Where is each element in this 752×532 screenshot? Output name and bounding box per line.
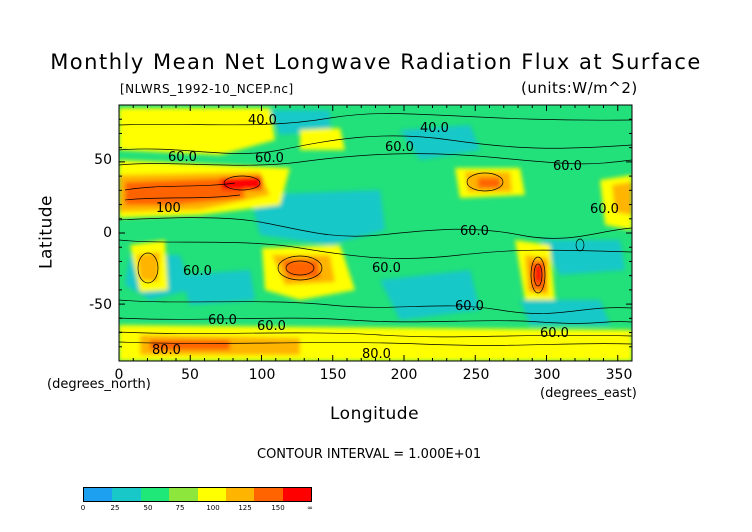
map-field [119,105,632,361]
contour-label: 60.0 [208,313,237,328]
legend-tick-label: ∞ [307,504,313,512]
x-tick-label: 150 [319,367,347,383]
contour-interval-note: CONTOUR INTERVAL = 1.000E+01 [257,447,482,462]
legend-swatch [84,488,113,501]
legend-tick-label: 25 [110,504,120,512]
contour-label: 100 [156,201,181,216]
legend-swatch [112,488,141,501]
y-tick-label: 50 [94,152,112,168]
contour-label: 60.0 [590,202,619,217]
legend-tick-label: 125 [238,504,252,512]
legend-tick-label: 50 [143,504,153,512]
y-tick-label: 0 [103,225,112,241]
chart-units: (units:W/m^2) [521,79,638,97]
contour-label: 60.0 [553,159,582,174]
chart-subtitle: [NLWRS_1992-10_NCEP.nc] [120,82,294,96]
contour-label: 60.0 [372,261,401,276]
legend-swatch [225,488,255,501]
x-axis-label: Longitude [330,404,420,424]
contour-label: 60.0 [455,299,484,314]
legend-swatch [197,488,226,501]
contour-label: 40.0 [248,113,277,128]
x-tick-label: 0 [114,367,124,383]
contour-label: 40.0 [420,121,449,136]
legend-swatch [140,488,170,501]
y-tick-label: -50 [89,297,112,313]
contour-label: 60.0 [385,140,414,155]
legend-swatch [169,488,198,501]
y-axis-label: Latitude [36,195,57,269]
legend-tick-label: 100 [206,504,220,512]
x-tick-label: 350 [605,367,633,383]
x-tick-label: 100 [248,367,276,383]
chart-title: Monthly Mean Net Longwave Radiation Flux… [50,50,702,74]
x-tick-label: 200 [390,367,418,383]
legend-swatch [254,488,283,501]
legend-tick-label: 0 [80,504,86,512]
contour-label: 60.0 [183,264,212,279]
contour-label: 60.0 [460,224,489,239]
contour-label: 80.0 [152,343,181,358]
contour-label: 60.0 [168,150,197,165]
x-tick-label: 250 [462,367,490,383]
x-tick-label: 50 [181,367,199,383]
x-tick-label: 300 [533,367,561,383]
contour-label: 80.0 [362,347,391,362]
contour-label: 60.0 [540,326,569,341]
y-unit-label: (degrees_north) [47,377,151,392]
legend-tick-label: 150 [271,504,285,512]
color-legend [83,487,312,502]
contour-label: 60.0 [257,319,286,334]
contour-label: 60.0 [255,151,284,166]
legend-swatch [282,488,311,501]
legend-tick-label: 75 [175,504,185,512]
x-unit-label: (degrees_east) [540,386,637,401]
contour-lines [119,113,632,346]
axis-ticks [118,105,633,361]
